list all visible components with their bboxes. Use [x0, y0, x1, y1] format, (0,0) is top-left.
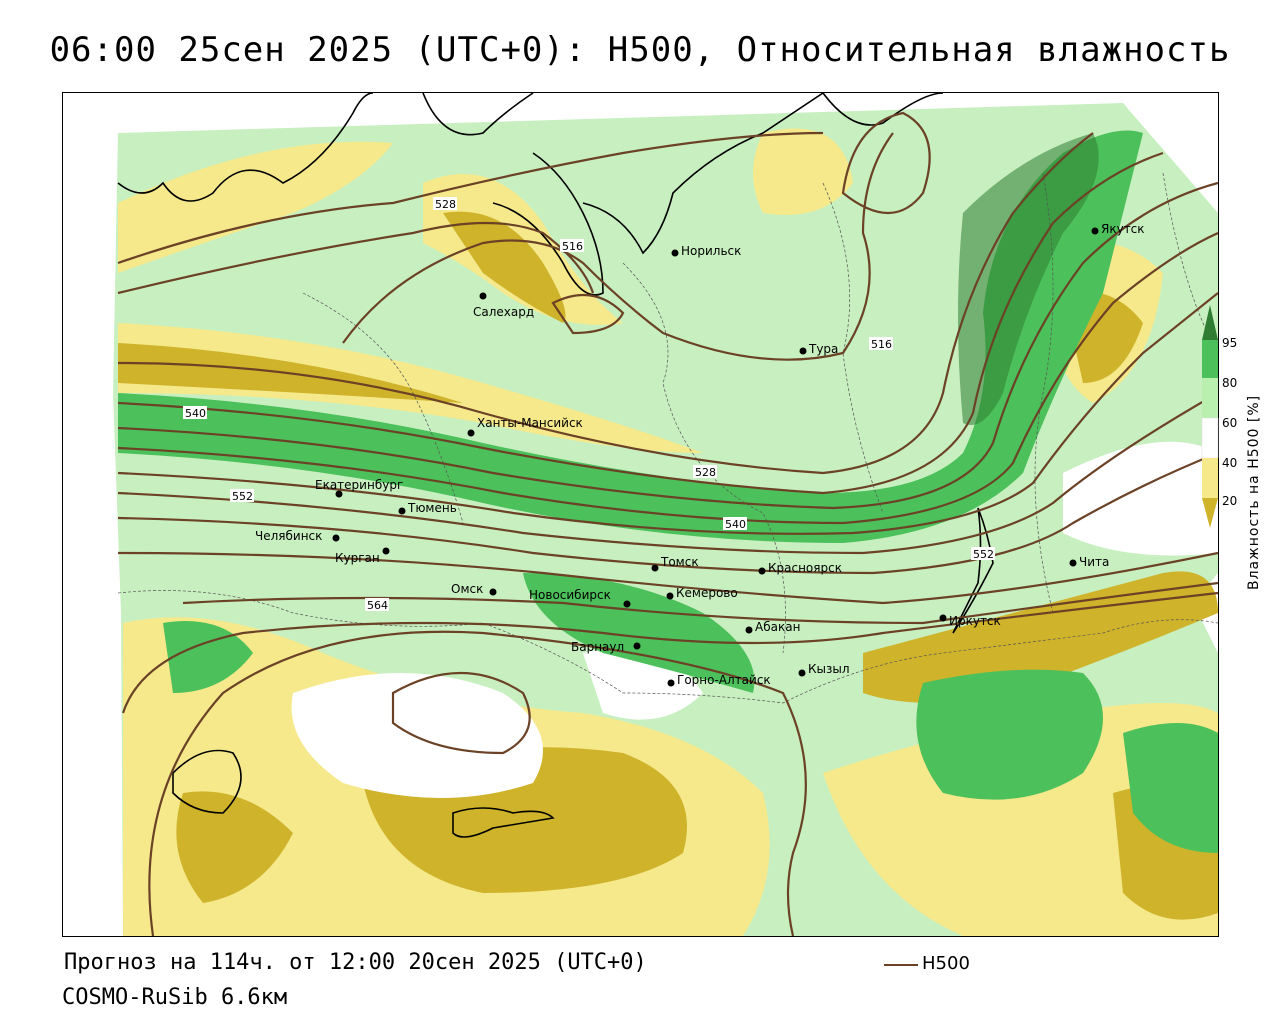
- colorbar-tick: 60: [1222, 416, 1238, 430]
- city-dot: [398, 507, 406, 515]
- humidity-field: [118, 128, 1218, 936]
- contour-label: 540: [185, 407, 206, 420]
- city-label[interactable]: Челябинск: [255, 529, 322, 543]
- colorbar-tick: 40: [1222, 456, 1238, 470]
- city-dot: [1069, 559, 1077, 567]
- contour-label: 528: [695, 466, 716, 479]
- city-dot: [667, 679, 675, 687]
- h500-legend-label: H500: [922, 953, 970, 974]
- city-dot: [651, 564, 659, 572]
- city-label[interactable]: Томск: [660, 555, 699, 569]
- colorbar-title: Влажность на H500 [%]: [1246, 394, 1262, 590]
- contour-label: 516: [562, 240, 583, 253]
- city-label[interactable]: Курган: [335, 551, 380, 565]
- city-dot: [479, 292, 487, 300]
- city-label[interactable]: Тура: [808, 342, 838, 356]
- h500-contours: [117, 111, 1218, 936]
- contour-label: 552: [232, 490, 253, 503]
- city-label[interactable]: Абакан: [755, 620, 800, 634]
- city-label[interactable]: Чита: [1079, 555, 1109, 569]
- city-label[interactable]: Салехард: [473, 305, 534, 319]
- city-label[interactable]: Горно-Алтайск: [677, 673, 771, 687]
- city-dot: [799, 347, 807, 355]
- city-label[interactable]: Норильск: [681, 244, 741, 258]
- city-label[interactable]: Якутск: [1101, 222, 1145, 236]
- city-label[interactable]: Кемерово: [676, 586, 738, 600]
- city-dot: [467, 429, 475, 437]
- contour-label: 564: [367, 599, 388, 612]
- city-dot: [623, 600, 631, 608]
- map-area[interactable]: 528 516 516 540 552 528 540 552 564 Якут…: [62, 92, 1219, 937]
- city-dot: [745, 626, 753, 634]
- city-dot: [382, 547, 390, 555]
- city-label[interactable]: Тюмень: [407, 501, 457, 515]
- colorbar: [1201, 305, 1219, 528]
- model-name: COSMO-RuSib 6.6км: [62, 985, 288, 1010]
- city-dot: [671, 249, 679, 257]
- contour-label: 552: [973, 548, 994, 561]
- map-title: 06:00 25сен 2025 (UTC+0): H500, Относите…: [49, 30, 1231, 70]
- city-dot: [335, 490, 343, 498]
- city-label[interactable]: Ханты-Мансийск: [477, 416, 583, 430]
- city-dot: [798, 669, 806, 677]
- city-label[interactable]: Новосибирск: [529, 588, 611, 602]
- contour-labels: 528 516 516 540 552 528 540 552 564: [183, 197, 995, 612]
- city-label[interactable]: Кызыл: [808, 662, 850, 676]
- colorbar-tick: 95: [1222, 336, 1238, 350]
- map-canvas: 528 516 516 540 552 528 540 552 564 Якут…: [63, 93, 1218, 936]
- city-dot: [633, 642, 641, 650]
- colorbar-tick: 20: [1222, 494, 1238, 508]
- city-label[interactable]: Екатеринбург: [315, 478, 403, 492]
- city-label[interactable]: Барнаул: [571, 640, 624, 654]
- forecast-info: Прогноз на 114ч. от 12:00 20сен 2025 (UT…: [64, 950, 647, 975]
- city-dot: [939, 614, 947, 622]
- city-dot: [489, 588, 497, 596]
- city-dot: [332, 534, 340, 542]
- city-dot: [666, 592, 674, 600]
- city-markers: Якутск Норильск Салехард Тура Ханты-Манс…: [255, 222, 1145, 687]
- city-label[interactable]: Омск: [451, 582, 483, 596]
- h500-legend-line: [884, 964, 918, 966]
- contour-label: 540: [725, 518, 746, 531]
- contour-label: 528: [435, 198, 456, 211]
- city-dot: [758, 567, 766, 575]
- city-dot: [1091, 227, 1099, 235]
- colorbar-tick: 80: [1222, 376, 1238, 390]
- contour-label: 516: [871, 338, 892, 351]
- city-label[interactable]: Красноярск: [768, 561, 842, 575]
- city-label[interactable]: Иркутск: [949, 614, 1001, 628]
